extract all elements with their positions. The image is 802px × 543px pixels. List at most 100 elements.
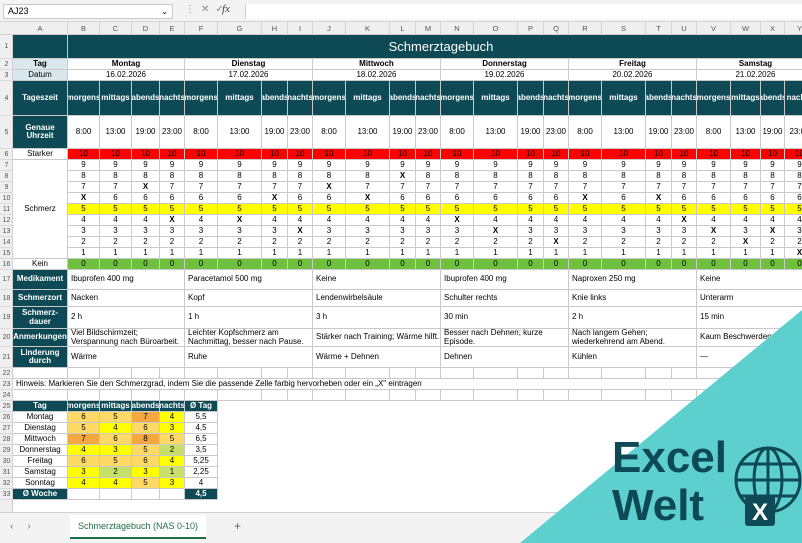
scale-cell[interactable]: 4 [697,215,731,226]
scale-cell[interactable]: 6 [474,193,518,204]
scale-cell[interactable]: 5 [288,204,313,215]
day-name[interactable]: Mittwoch [313,59,441,70]
scale-cell[interactable]: 9 [569,160,602,171]
empty-cell[interactable] [441,390,474,401]
scale-cell[interactable]: 9 [672,160,697,171]
clock-time[interactable]: 19:00 [761,116,785,149]
pain-mark[interactable]: X [390,171,416,182]
scale-cell[interactable]: 8 [569,171,602,182]
summary-header[interactable]: Ø Tag [185,401,218,412]
scale-cell[interactable]: 9 [441,160,474,171]
scale-cell[interactable]: 2 [288,237,313,248]
pain-mark[interactable]: X [288,226,313,237]
detail-linderung[interactable]: Dehnen [441,347,569,368]
scale-cell[interactable]: 3 [441,226,474,237]
scale-cell[interactable]: 7 [185,182,218,193]
scale-cell[interactable]: 1 [390,248,416,259]
clock-time[interactable]: 8:00 [313,116,346,149]
summary-value[interactable]: 6 [68,456,100,467]
scale-cell[interactable]: 4 [416,215,441,226]
summary-value[interactable]: 4 [68,478,100,489]
scale-cell[interactable]: 4 [390,215,416,226]
empty-cell[interactable] [441,368,474,379]
scale-cell[interactable]: 8 [761,171,785,182]
scale-cell[interactable]: 10 [288,149,313,160]
empty-cell[interactable] [100,368,132,379]
empty-cell[interactable] [731,368,761,379]
day-date[interactable]: 19.02.2026 [441,70,569,81]
scale-cell[interactable]: 10 [185,149,218,160]
scale-cell[interactable]: 5 [646,204,672,215]
empty-cell[interactable] [785,368,802,379]
pain-mark[interactable]: X [697,226,731,237]
empty-cell[interactable] [262,390,288,401]
scale-cell[interactable]: 1 [672,248,697,259]
scale-cell[interactable]: 10 [646,149,672,160]
scale-cell[interactable]: 6 [185,193,218,204]
clock-time[interactable]: 8:00 [68,116,100,149]
time-label[interactable]: mittags [731,81,761,116]
time-label[interactable]: abends [646,81,672,116]
summary-avg[interactable]: 4 [185,478,218,489]
empty-cell[interactable] [646,390,672,401]
name-box[interactable]: AJ23 ⌄ [3,4,173,19]
summary-value[interactable]: 3 [132,467,160,478]
scale-cell[interactable]: 10 [474,149,518,160]
summary-day[interactable]: Sonntag [13,478,68,489]
summary-value[interactable]: 6 [68,412,100,423]
time-label[interactable]: abends [761,81,785,116]
scale-cell[interactable]: 1 [100,248,132,259]
detail-medikament[interactable]: Ibuprofen 400 mg [68,270,185,290]
scale-cell[interactable]: 10 [518,149,544,160]
scale-cell[interactable]: 9 [346,160,390,171]
row-header[interactable]: 14 [0,237,13,248]
summary-avg[interactable]: 6,5 [185,434,218,445]
empty-cell[interactable] [218,390,262,401]
empty-cell[interactable] [416,390,441,401]
summary-header[interactable]: abends [132,401,160,412]
scale-cell[interactable]: 10 [132,149,160,160]
summary-value[interactable]: 4 [160,412,185,423]
scale-cell[interactable]: 8 [100,171,132,182]
scale-cell[interactable]: 7 [672,182,697,193]
pain-mark[interactable]: X [785,248,802,259]
scale-cell[interactable]: 8 [132,171,160,182]
clock-time[interactable]: 19:00 [262,116,288,149]
scale-cell[interactable]: 7 [288,182,313,193]
column-header[interactable]: F [185,22,218,35]
column-header[interactable]: P [518,22,544,35]
summary-header[interactable]: Tag [13,401,68,412]
detail-ort[interactable]: Kopf [185,290,313,307]
detail-linderung[interactable]: — [697,347,802,368]
scale-cell[interactable]: 0 [672,259,697,270]
column-header[interactable]: M [416,22,441,35]
scale-cell[interactable]: 6 [160,193,185,204]
time-label[interactable]: abends [390,81,416,116]
scale-cell[interactable]: 2 [346,237,390,248]
scale-cell[interactable]: 7 [518,182,544,193]
clock-time[interactable]: 8:00 [697,116,731,149]
scale-cell[interactable]: 2 [185,237,218,248]
pain-mark[interactable]: X [160,215,185,226]
scale-cell[interactable]: 10 [544,149,569,160]
cancel-icon[interactable]: ✕ [201,4,216,15]
clock-time[interactable]: 19:00 [646,116,672,149]
scale-cell[interactable]: 7 [569,182,602,193]
scale-cell[interactable]: 9 [731,160,761,171]
detail-dauer[interactable]: 3 h [313,307,441,329]
scale-cell[interactable]: 7 [160,182,185,193]
scale-cell[interactable]: 5 [100,204,132,215]
detail-linderung[interactable]: Ruhe [185,347,313,368]
scale-cell[interactable]: 5 [761,204,785,215]
scale-cell[interactable]: 10 [100,149,132,160]
column-header[interactable]: G [218,22,262,35]
scale-cell[interactable]: 7 [731,182,761,193]
day-name[interactable]: Dienstag [185,59,313,70]
empty-cell[interactable] [416,368,441,379]
label-dauer[interactable]: Schmerz-dauer [13,307,68,329]
scale-cell[interactable]: 9 [761,160,785,171]
column-header[interactable]: K [346,22,390,35]
time-label[interactable]: abends [518,81,544,116]
scale-cell[interactable]: 9 [218,160,262,171]
scale-cell[interactable]: 3 [731,226,761,237]
